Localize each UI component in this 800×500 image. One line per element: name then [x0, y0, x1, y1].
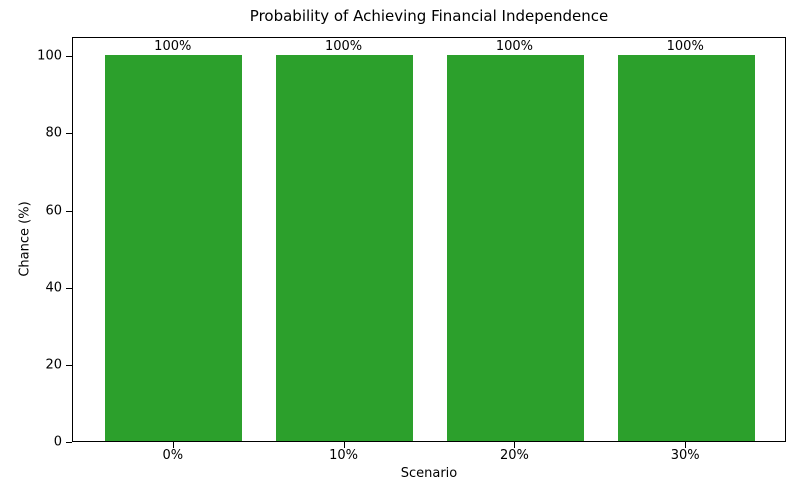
- x-axis-label: Scenario: [400, 466, 458, 481]
- y-tick-label: 20: [45, 357, 62, 373]
- x-tick-label: 20%: [499, 448, 529, 463]
- y-tick-mark: [66, 210, 72, 212]
- y-tick-label: 80: [45, 125, 62, 141]
- bar: [276, 55, 413, 441]
- y-tick-mark: [66, 56, 72, 58]
- bar-value-label: 100%: [154, 39, 192, 55]
- y-tick-label: 60: [45, 203, 62, 219]
- x-tick-label: 10%: [329, 448, 359, 463]
- y-tick-mark: [66, 287, 72, 289]
- bar: [105, 55, 243, 441]
- bar: [447, 55, 584, 441]
- y-tick-mark: [66, 364, 72, 366]
- y-tick-label: 100: [37, 48, 62, 64]
- x-tick-mark: [172, 442, 174, 448]
- y-tick-label: 40: [45, 280, 62, 296]
- y-tick-label: 0: [53, 434, 62, 450]
- y-tick-mark: [66, 133, 72, 135]
- bar-value-label: 100%: [666, 39, 704, 55]
- x-tick-mark: [685, 442, 687, 448]
- x-tick-mark: [343, 442, 345, 448]
- bar: [617, 55, 755, 441]
- x-tick-label: 0%: [162, 448, 184, 463]
- y-tick-mark: [66, 442, 72, 443]
- plot-area: [72, 37, 786, 442]
- x-tick-mark: [514, 442, 516, 448]
- x-tick-label: 30%: [670, 448, 700, 463]
- chart-title: Probability of Achieving Financial Indep…: [249, 7, 609, 25]
- bar-value-label: 100%: [324, 39, 363, 55]
- bar-value-label: 100%: [495, 39, 533, 55]
